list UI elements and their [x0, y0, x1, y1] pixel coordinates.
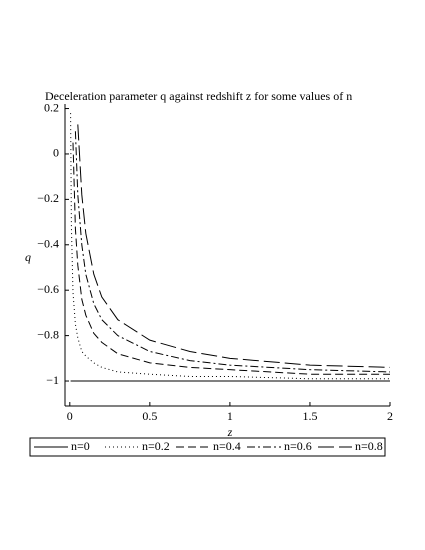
legend-label: n=0.2: [142, 439, 170, 453]
legend-label: n=0.6: [284, 439, 312, 453]
series-line: [72, 142, 390, 375]
legend-box: [29, 437, 386, 457]
chart-title: Deceleration parameter q against redshif…: [45, 89, 352, 103]
y-tick-label: 0: [53, 146, 59, 160]
series-line: [77, 124, 391, 368]
y-tick-label: 0.2: [44, 100, 59, 114]
y-tick-label: −0.6: [37, 282, 59, 296]
x-tick-label: 0.5: [142, 409, 157, 423]
y-tick-label: −0.4: [37, 237, 59, 251]
x-tick-label: 1: [227, 409, 233, 423]
x-tick-label: 2: [387, 409, 393, 423]
x-tick-label: 0: [67, 409, 73, 423]
y-tick-label: −0.2: [37, 191, 59, 205]
y-tick-label: −0.8: [37, 327, 59, 341]
series-line: [74, 131, 391, 373]
legend-label: n=0.8: [355, 439, 383, 453]
legend-label: n=0: [71, 439, 90, 453]
x-tick-label: 1.5: [302, 409, 317, 423]
series-line: [70, 113, 390, 380]
x-axis-label: z: [227, 425, 233, 439]
y-tick-label: −1: [46, 373, 59, 387]
legend-label: n=0.4: [213, 439, 241, 453]
y-axis-label: q: [25, 250, 31, 264]
